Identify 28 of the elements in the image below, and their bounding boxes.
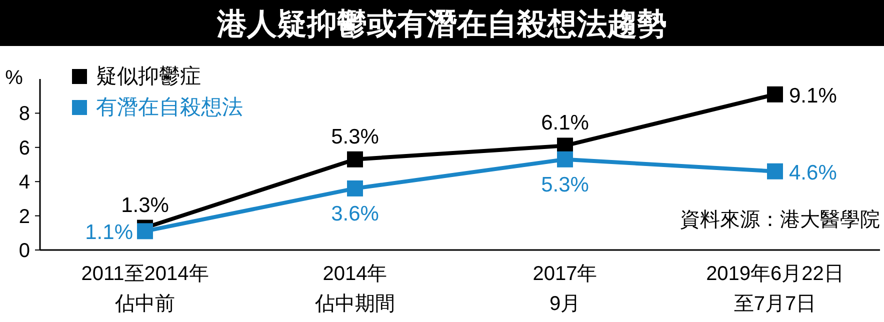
point: [767, 163, 783, 180]
point: [347, 180, 363, 196]
y-axis-title: %: [5, 67, 24, 89]
y-tick-label: 4: [18, 172, 30, 194]
y-tick-label: 8: [18, 103, 30, 126]
y-tick-label: 2: [18, 206, 30, 228]
chart-title: 港人疑抑鬱或有潛在自殺想法趨勢: [216, 8, 667, 41]
point: [137, 223, 153, 240]
x-tick-label: 2019年6月22日至7月7日: [706, 263, 844, 315]
point: [557, 151, 573, 168]
point: [767, 86, 783, 102]
data-label: 1.3%: [121, 194, 169, 217]
point: [347, 151, 363, 168]
annotation: 資料來源：港大醫學院: [680, 209, 880, 231]
x-tick-label: 2017年9月: [532, 263, 598, 315]
y-tick-label: 0: [18, 240, 30, 262]
data-label: 5.3%: [541, 173, 589, 196]
legend-label: 疑似抑鬱症: [96, 65, 201, 88]
data-label: 5.3%: [331, 125, 379, 148]
data-label: 4.6%: [789, 161, 837, 184]
data-label: 3.6%: [331, 202, 379, 226]
data-label: 1.1%: [85, 221, 133, 244]
data-label: 6.1%: [541, 112, 589, 135]
x-tick-label: 2011至2014年佔中前: [81, 263, 209, 315]
data-label: 9.1%: [789, 84, 837, 108]
x-tick-label: 2014年佔中期間: [314, 263, 395, 315]
legend-label: 有潛在自殺想法: [96, 96, 243, 119]
y-tick-label: 6: [18, 137, 30, 160]
